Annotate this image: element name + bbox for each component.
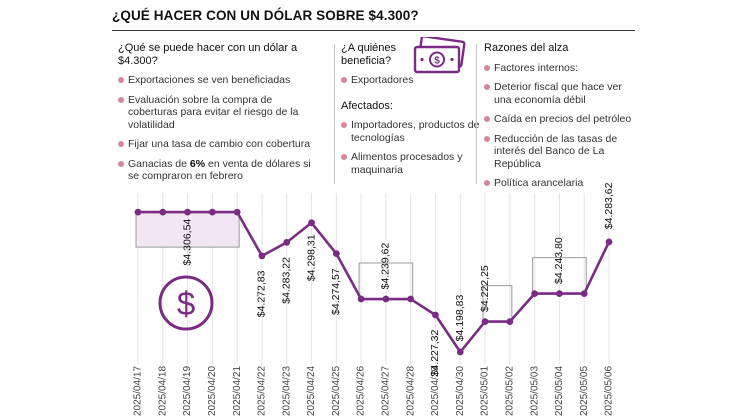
data-point bbox=[208, 208, 216, 216]
svg-text:$: $ bbox=[434, 56, 440, 67]
data-point bbox=[605, 238, 613, 246]
data-label: $4.227,32 bbox=[429, 329, 441, 376]
dollar-circle-icon: $ bbox=[158, 275, 214, 331]
x-tick-label: 2025/05/05 bbox=[579, 366, 590, 416]
data-label: $4.283,62 bbox=[603, 182, 615, 229]
x-tick-label: 2025/04/21 bbox=[232, 366, 243, 416]
data-point bbox=[258, 252, 266, 260]
data-point bbox=[456, 348, 464, 356]
value-labels: $4.306,54 $4.272,83 $4.283,22 $4.298,31 $4.2… bbox=[181, 182, 614, 376]
data-point bbox=[357, 295, 365, 303]
highlight-percent: 6% bbox=[189, 157, 206, 170]
data-point bbox=[283, 238, 291, 246]
x-tick-label: 2025/04/25 bbox=[331, 366, 342, 416]
x-tick-label: 2025/04/27 bbox=[381, 366, 392, 416]
x-tick-label: 2025/04/24 bbox=[306, 366, 317, 416]
column-reasons: Razones del alza Factores internos: Dete… bbox=[484, 42, 634, 197]
label-box bbox=[358, 262, 414, 300]
label-box bbox=[532, 257, 587, 294]
data-point bbox=[159, 208, 167, 216]
x-tick-label: 2025/05/03 bbox=[529, 366, 540, 416]
x-tick-label: 2025/04/19 bbox=[182, 366, 193, 416]
data-point bbox=[134, 208, 142, 216]
svg-text:$: $ bbox=[177, 285, 195, 322]
title-divider bbox=[112, 30, 635, 31]
x-tick-label: 2025/04/30 bbox=[455, 366, 466, 416]
list-item: Factores internos: bbox=[484, 62, 634, 75]
x-axis-ticks: 2025/04/17 2025/04/18 2025/04/19 2025/04/20… bbox=[133, 366, 615, 416]
column-heading: Razones del alza bbox=[484, 42, 569, 54]
column-heading: ¿A quiénes beneficia? bbox=[341, 42, 397, 67]
x-tick-label: 2025/04/22 bbox=[257, 366, 268, 416]
data-point bbox=[531, 290, 539, 298]
list-item: Exportadores bbox=[341, 74, 481, 87]
label-box bbox=[482, 285, 513, 322]
column-heading: Afectados: bbox=[341, 99, 393, 112]
data-label: $4.272,83 bbox=[256, 270, 268, 317]
list-item: Reducción de las tasas de interés del Ba… bbox=[484, 133, 634, 171]
list-item: Importadores, productos de tecnologías bbox=[341, 119, 481, 144]
data-label: $4.239,62 bbox=[380, 243, 392, 290]
list-item: Política arancelaria bbox=[484, 177, 634, 190]
data-label: $4.274,57 bbox=[330, 268, 342, 315]
list-item: Deterior fiscal que hace ver una economí… bbox=[484, 81, 634, 106]
column-divider bbox=[334, 44, 335, 184]
data-label: $4.198,83 bbox=[454, 295, 466, 342]
data-label: $4.298,31 bbox=[305, 234, 317, 281]
x-tick-label: 2025/05/01 bbox=[480, 366, 491, 416]
money-bill-icon: $ bbox=[413, 37, 466, 74]
list-item: Fijar una tasa de cambio con cobertura bbox=[118, 138, 323, 151]
list-item-text: en venta de dólares si se compraron en f… bbox=[128, 157, 311, 183]
list-item: Ganacias de 6% en venta de dólares si se… bbox=[118, 158, 323, 183]
column-what-to-do: ¿Qué se puede hacer con un dólar a $4.30… bbox=[118, 42, 323, 190]
data-point bbox=[382, 295, 390, 303]
data-label: $4.222,25 bbox=[479, 265, 491, 312]
data-point bbox=[481, 318, 489, 325]
series-line bbox=[138, 210, 611, 354]
data-label: $4.283,22 bbox=[281, 257, 293, 304]
data-label: $4.306,54 bbox=[181, 219, 193, 266]
x-tick-label: 2025/04/26 bbox=[356, 366, 367, 416]
chart-series bbox=[134, 208, 613, 356]
data-point bbox=[308, 219, 315, 227]
data-point bbox=[556, 290, 563, 298]
column-who-benefits: ¿A quiénes beneficia? Exportadores Afect… bbox=[341, 42, 481, 183]
x-tick-label: 2025/04/18 bbox=[157, 366, 168, 416]
x-tick-label: 2025/05/06 bbox=[604, 366, 615, 416]
data-point bbox=[184, 208, 191, 216]
data-point bbox=[233, 208, 241, 216]
list-item-text: Ganacias de bbox=[128, 157, 190, 170]
label-box bbox=[135, 212, 240, 248]
list-item: Evaluación sobre la compra de coberturas… bbox=[118, 94, 323, 132]
data-label: $4.243,80 bbox=[553, 237, 565, 284]
data-point bbox=[432, 311, 439, 319]
data-point bbox=[332, 250, 340, 258]
column-divider bbox=[476, 44, 477, 184]
x-tick-label: 2025/04/29 bbox=[430, 366, 441, 416]
label-box-fill bbox=[136, 212, 240, 248]
x-tick-label: 2025/04/20 bbox=[207, 366, 218, 416]
data-point bbox=[580, 290, 588, 298]
list-item: Alimentos procesados y maquinaria bbox=[341, 151, 481, 176]
list-item: Caída en precios del petróleo bbox=[484, 113, 634, 126]
data-point bbox=[407, 295, 415, 303]
page-title: ¿QUÉ HACER CON UN DÓLAR SOBRE $4.300? bbox=[112, 8, 419, 23]
label-boxes bbox=[135, 212, 587, 322]
list-item: Exportaciones se ven beneficiadas bbox=[118, 74, 323, 87]
x-tick-label: 2025/04/28 bbox=[405, 366, 416, 416]
x-tick-label: 2025/04/23 bbox=[281, 366, 292, 416]
x-tick-label: 2025/05/02 bbox=[504, 366, 515, 416]
data-point bbox=[506, 318, 514, 325]
x-tick-label: 2025/05/04 bbox=[554, 366, 565, 416]
column-heading: ¿Qué se puede hacer con un dólar a $4.30… bbox=[118, 42, 298, 67]
x-tick-label: 2025/04/17 bbox=[133, 366, 144, 416]
